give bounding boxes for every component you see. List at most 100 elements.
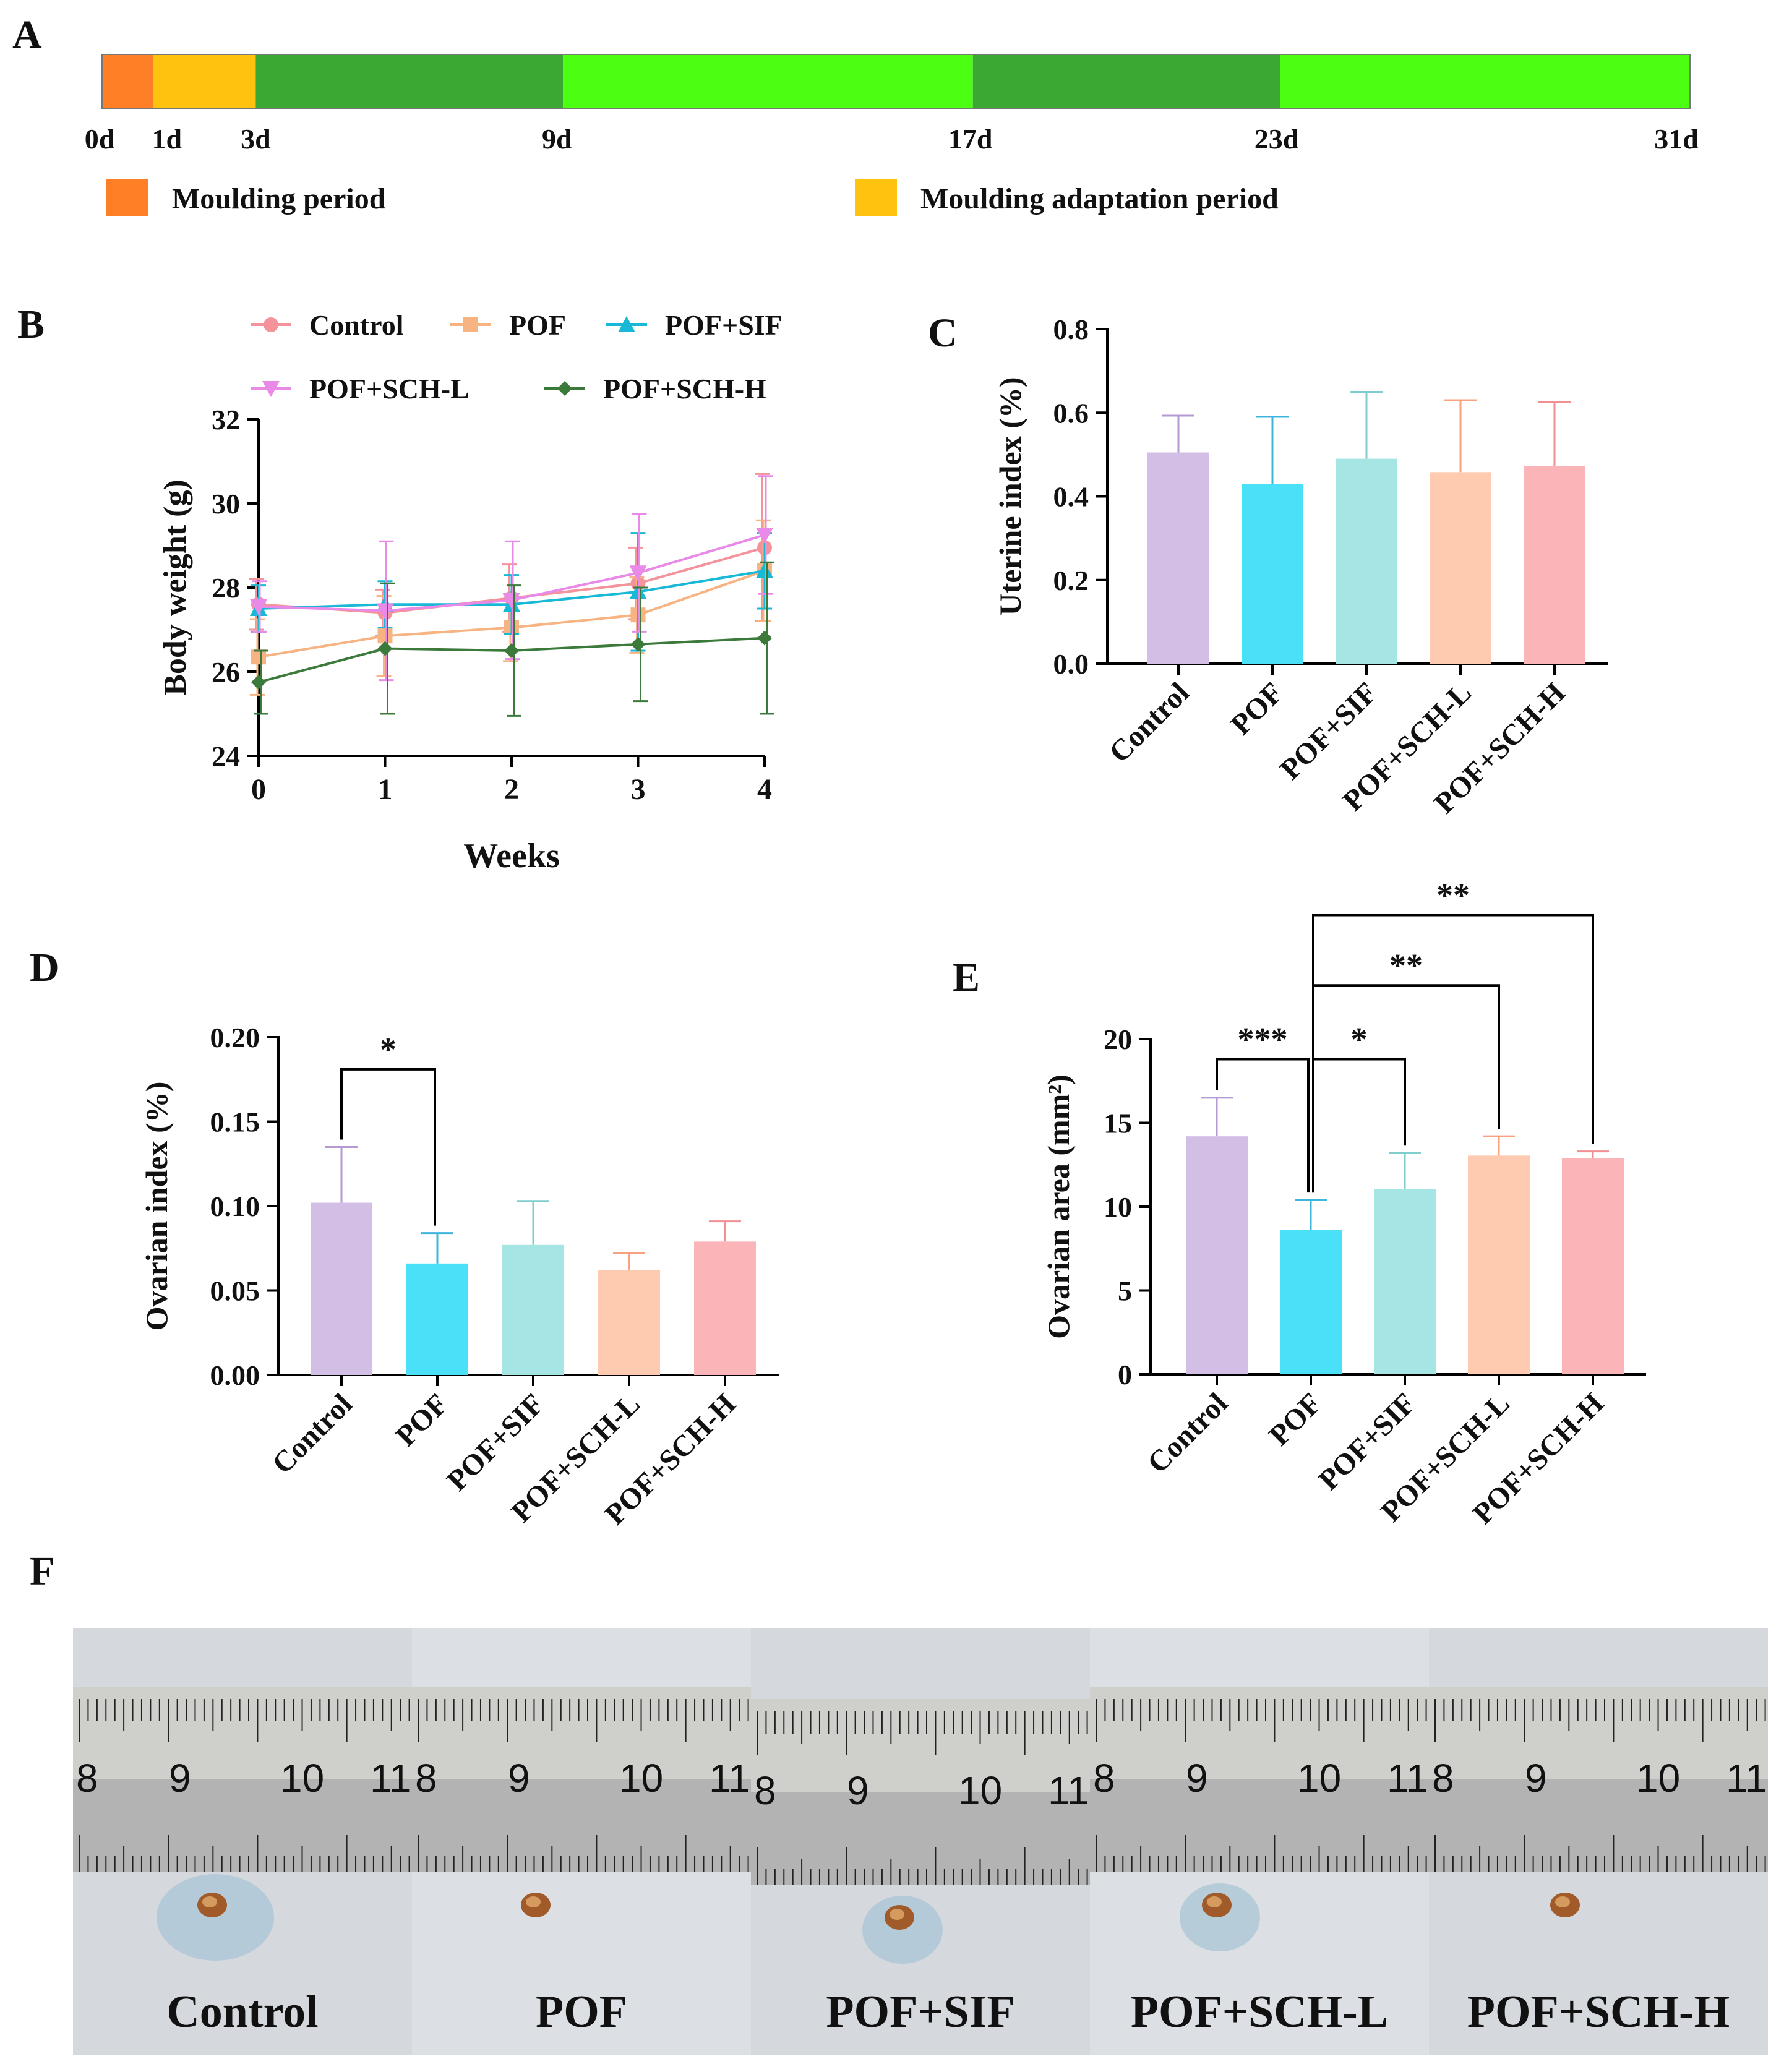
y-tick-label: 0.20	[210, 1022, 260, 1053]
legend-swatch-moulding-period	[106, 179, 148, 216]
timeline-segment-2	[255, 54, 564, 109]
y-tick-label: 28	[212, 572, 240, 604]
marker-triangle-up	[618, 316, 635, 332]
ovary-highlight	[526, 1896, 541, 1907]
marker-triangle-down	[250, 599, 267, 615]
bar-group-pof-sif	[1374, 1152, 1436, 1374]
bar	[1562, 1158, 1624, 1374]
bar-group-pof-sch-l	[598, 1252, 660, 1375]
y-tick-label: 0.10	[210, 1191, 260, 1222]
x-tick-label-pof: POF	[1224, 676, 1289, 741]
legend-label-moulding-adaptation-period: Moulding adaptation period	[920, 182, 1279, 215]
bar	[502, 1244, 564, 1375]
bar-group-control	[1186, 1097, 1248, 1374]
marker-triangle-down	[503, 593, 520, 609]
series-pof-sif	[250, 532, 773, 652]
timeline-tick-9d: 9d	[542, 123, 572, 155]
y-tick-label: 0.2	[1053, 565, 1089, 596]
y-tick-label: 0.6	[1053, 397, 1089, 429]
x-tick-label: 2	[504, 773, 519, 806]
ruler-number: 9	[847, 1768, 869, 1813]
significance-label: *	[380, 1031, 397, 1068]
marker-diamond	[251, 675, 266, 690]
bar-group-pof-sch-l	[1430, 399, 1491, 664]
ovary-highlight	[202, 1896, 217, 1907]
ruler-number: 8	[1093, 1756, 1115, 1800]
marker-circle	[264, 317, 278, 332]
ovary-highlight	[890, 1909, 904, 1920]
bar-group-pof	[406, 1232, 468, 1375]
y-tick-label: 0.15	[210, 1107, 260, 1138]
significance-label: **	[1389, 947, 1423, 984]
bar	[1280, 1230, 1342, 1374]
marker-diamond	[630, 636, 646, 652]
marker-square	[377, 628, 393, 644]
y-tick-label: 0.0	[1053, 648, 1089, 680]
y-axis-title: Ovarian area (mm²)	[1041, 1074, 1076, 1339]
timeline-panel: 0d 1d 3d 9d 17d 23d 31d Moulding period Moulding…	[85, 54, 1699, 216]
y-tick-label: 0.00	[210, 1359, 260, 1391]
significance-label: *	[1351, 1021, 1368, 1058]
ruler-number: 11	[1048, 1768, 1089, 1813]
bar-group-pof-sch-h	[1562, 1150, 1624, 1374]
photo-tile-pof-sif: 8 9 10 11 POF+SIF	[751, 1628, 1090, 2055]
photo-tile-control: 8 9 10 11 Control	[73, 1628, 412, 2055]
bar	[1374, 1189, 1436, 1374]
marker-diamond	[557, 381, 572, 396]
y-tick-label: 10	[1104, 1191, 1132, 1223]
bar	[406, 1263, 468, 1375]
significance-label: **	[1436, 876, 1470, 914]
x-tick-label-control: Control	[1103, 676, 1196, 769]
y-tick-label: 30	[212, 488, 240, 520]
panel-label-e: E	[953, 955, 980, 1000]
bar	[1186, 1136, 1248, 1374]
marker-diamond	[377, 641, 393, 656]
timeline-segment-3	[563, 54, 973, 109]
bar	[694, 1241, 756, 1375]
legend-label: POF+SCH-L	[309, 373, 470, 405]
y-axis-title: Uterine index (%)	[993, 377, 1027, 615]
legend-label: POF+SIF	[665, 309, 783, 341]
y-axis-title: Ovarian index (%)	[139, 1082, 174, 1331]
timeline-segment-0	[102, 54, 153, 109]
x-tick-label-pof: POF	[1263, 1387, 1327, 1452]
y-tick-label: 0.4	[1053, 481, 1089, 513]
ruler-number: 11	[1726, 1756, 1767, 1800]
ruler-number: 8	[76, 1756, 98, 1800]
photo-label-pof-sif: POF+SIF	[826, 1987, 1014, 2037]
timeline-tick-3d: 3d	[241, 123, 271, 155]
significance-bracket	[1216, 1058, 1310, 1193]
timeline-frame	[101, 54, 1691, 109]
timeline-tick-0d: 0d	[85, 123, 115, 155]
marker-triangle-down	[262, 381, 280, 397]
ruler-number: 8	[415, 1756, 437, 1800]
marker-square	[251, 649, 266, 665]
ovary-photo-strip: 8 9 10 11 Control 8 9 10 11 POF 8 9 10 11 POF+SIF 8 9 10 1…	[73, 1628, 1768, 2055]
marker-diamond	[504, 643, 519, 658]
bar	[1147, 452, 1209, 664]
y-tick-label: 24	[212, 740, 240, 772]
y-tick-label: 26	[212, 656, 240, 688]
x-tick-label-pof: POF	[389, 1387, 454, 1452]
timeline-segment-4	[972, 54, 1280, 109]
y-tick-label: 0.05	[210, 1275, 260, 1307]
legend-item-pof-sif: POF+SIF	[606, 309, 783, 341]
ruler-number: 8	[1432, 1756, 1454, 1800]
y-tick-label: 0	[1118, 1359, 1132, 1390]
x-axis-title: Weeks	[463, 837, 560, 875]
y-tick-label: 15	[1104, 1108, 1132, 1139]
legend-label: Control	[309, 309, 404, 341]
ruler-number: 10	[619, 1756, 663, 1800]
x-tick-label-control: Control	[1141, 1387, 1234, 1479]
ruler-number: 9	[508, 1756, 530, 1800]
legend-label-moulding-period: Moulding period	[172, 182, 386, 215]
ruler-number: 10	[1297, 1756, 1341, 1800]
significance-bracket	[1312, 914, 1594, 1193]
ruler-number: 11	[1387, 1756, 1428, 1800]
marker-triangle-down	[629, 565, 647, 582]
marker-triangle-down	[376, 603, 394, 620]
series-pof-sch-h	[251, 561, 774, 717]
